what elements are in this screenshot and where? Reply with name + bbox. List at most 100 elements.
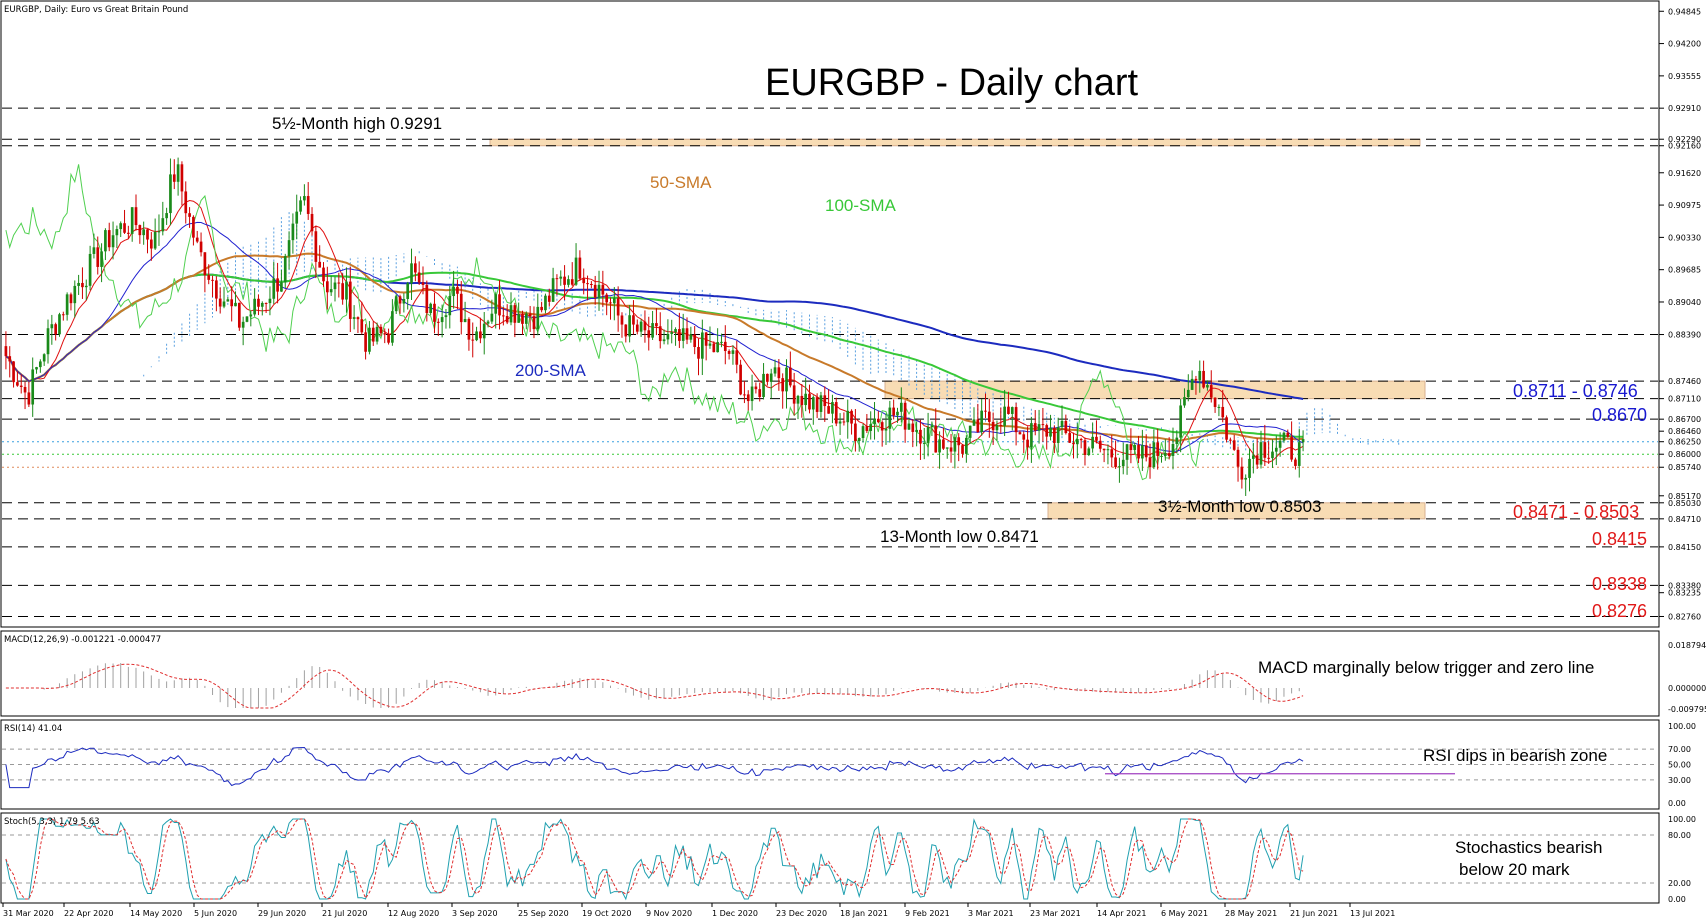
candle-body-195 [750, 386, 754, 402]
candle-body-244 [938, 439, 941, 453]
candle-body-7 [31, 369, 35, 405]
candle-body-238 [915, 429, 918, 432]
x-tick-label-8: 25 Sep 2020 [518, 909, 569, 918]
candle-body-111 [429, 303, 432, 313]
candle-body-27 [107, 230, 111, 248]
price-tick-label-2: 0.93555 [1668, 72, 1701, 81]
candle-body-307 [1179, 405, 1182, 438]
candle-body-151 [582, 278, 586, 284]
candle-body-94 [364, 332, 367, 352]
candle-body-304 [1167, 453, 1171, 456]
price-tick-label-9: 0.89685 [1668, 266, 1701, 275]
candle-body-249 [957, 437, 961, 446]
candle-body-87 [337, 282, 341, 284]
candle-body-174 [670, 332, 674, 334]
candle-body-67 [260, 302, 264, 307]
x-tick-label-17: 14 Apr 2021 [1097, 909, 1146, 918]
candle-body-324 [1244, 477, 1248, 480]
candle-body-2 [12, 361, 15, 383]
candle-body-117 [452, 286, 455, 297]
candle-body-168 [647, 330, 651, 338]
price-tick-label-10: 0.89040 [1668, 298, 1701, 307]
candle-body-202 [777, 367, 781, 379]
candle-body-101 [391, 311, 394, 343]
candle-body-21 [84, 285, 88, 288]
candle-body-323 [1240, 466, 1244, 480]
price-tick-label-16: 0.86250 [1668, 438, 1701, 447]
candle-body-199 [766, 373, 769, 382]
x-tick-label-9: 19 Oct 2020 [582, 909, 631, 918]
candle-body-15 [61, 314, 65, 316]
candle-body-102 [394, 296, 398, 312]
rsi-tick-4: 0.00 [1668, 799, 1686, 808]
candle-body-56 [218, 298, 222, 307]
candle-body-62 [241, 321, 245, 328]
candle-body-129 [498, 294, 501, 316]
candle-body-107 [414, 263, 417, 273]
candle-body-50 [195, 237, 199, 242]
candle-body-206 [792, 385, 796, 404]
candle-body-214 [823, 395, 827, 407]
candle-body-243 [934, 425, 938, 453]
candle-body-146 [563, 276, 566, 285]
candle-body-52 [203, 252, 207, 276]
stoch-panel-frame [0, 812, 1660, 904]
candle-body-270 [1037, 424, 1041, 431]
candle-body-57 [222, 301, 226, 307]
level-label-zone-mid: 0.8711 - 0.8746 [1513, 381, 1638, 401]
candle-body-287 [1102, 448, 1106, 451]
candle-body-281 [1079, 439, 1083, 441]
candle-body-104 [402, 298, 406, 304]
candle-body-266 [1022, 434, 1026, 440]
candle-body-211 [811, 397, 815, 410]
candle-body-72 [280, 282, 283, 292]
price-tick-label-23: 0.83380 [1668, 581, 1701, 590]
candle-body-309 [1186, 389, 1190, 398]
x-tick-label-2: 14 May 2020 [130, 909, 182, 918]
candle-body-176 [678, 329, 681, 341]
candle-body-338 [1297, 442, 1301, 466]
candle-body-288 [1106, 449, 1110, 451]
candle-body-77 [299, 200, 302, 212]
candle-body-103 [398, 296, 402, 304]
candle-body-262 [1007, 406, 1010, 414]
candle-body-207 [796, 395, 800, 404]
candle-body-253 [972, 419, 976, 426]
candle-body-296 [1137, 444, 1140, 459]
macd-signal-line [5, 663, 1304, 709]
candle-body-41 [161, 218, 165, 232]
candle-body-45 [176, 164, 180, 182]
candle-body-317 [1217, 406, 1221, 408]
candle-body-137 [528, 313, 532, 317]
price-tick-label-25: 0.82760 [1668, 612, 1701, 621]
rsi-tick-2: 50.00 [1668, 761, 1691, 770]
candle-body-320 [1229, 439, 1232, 441]
candle-body-96 [371, 327, 375, 342]
macd-panel-frame [0, 630, 1660, 717]
candle-body-11 [46, 328, 50, 355]
candle-body-85 [329, 289, 333, 293]
price-tick-label-6: 0.91620 [1668, 169, 1701, 178]
candle-body-192 [739, 364, 742, 395]
candle-body-328 [1259, 442, 1263, 465]
candle-body-23 [92, 247, 96, 254]
candle-body-0 [4, 346, 8, 357]
candle-body-155 [597, 284, 601, 298]
candle-body-14 [58, 314, 61, 335]
candle-body-113 [436, 321, 440, 323]
candle-body-24 [96, 247, 100, 267]
candle-body-142 [547, 295, 551, 302]
stoch-tick-1: 80.00 [1668, 831, 1691, 840]
candle-body-39 [153, 231, 157, 249]
level-label-8415: 0.8415 [1592, 529, 1647, 549]
candle-body-49 [192, 216, 195, 238]
candle-body-123 [475, 331, 478, 341]
candle-body-110 [425, 284, 429, 313]
candle-body-194 [746, 394, 750, 402]
candle-body-157 [605, 294, 609, 303]
candle-body-118 [456, 286, 459, 294]
candle-body-43 [169, 174, 172, 214]
candle-body-319 [1225, 417, 1228, 440]
candle-body-181 [697, 346, 700, 359]
